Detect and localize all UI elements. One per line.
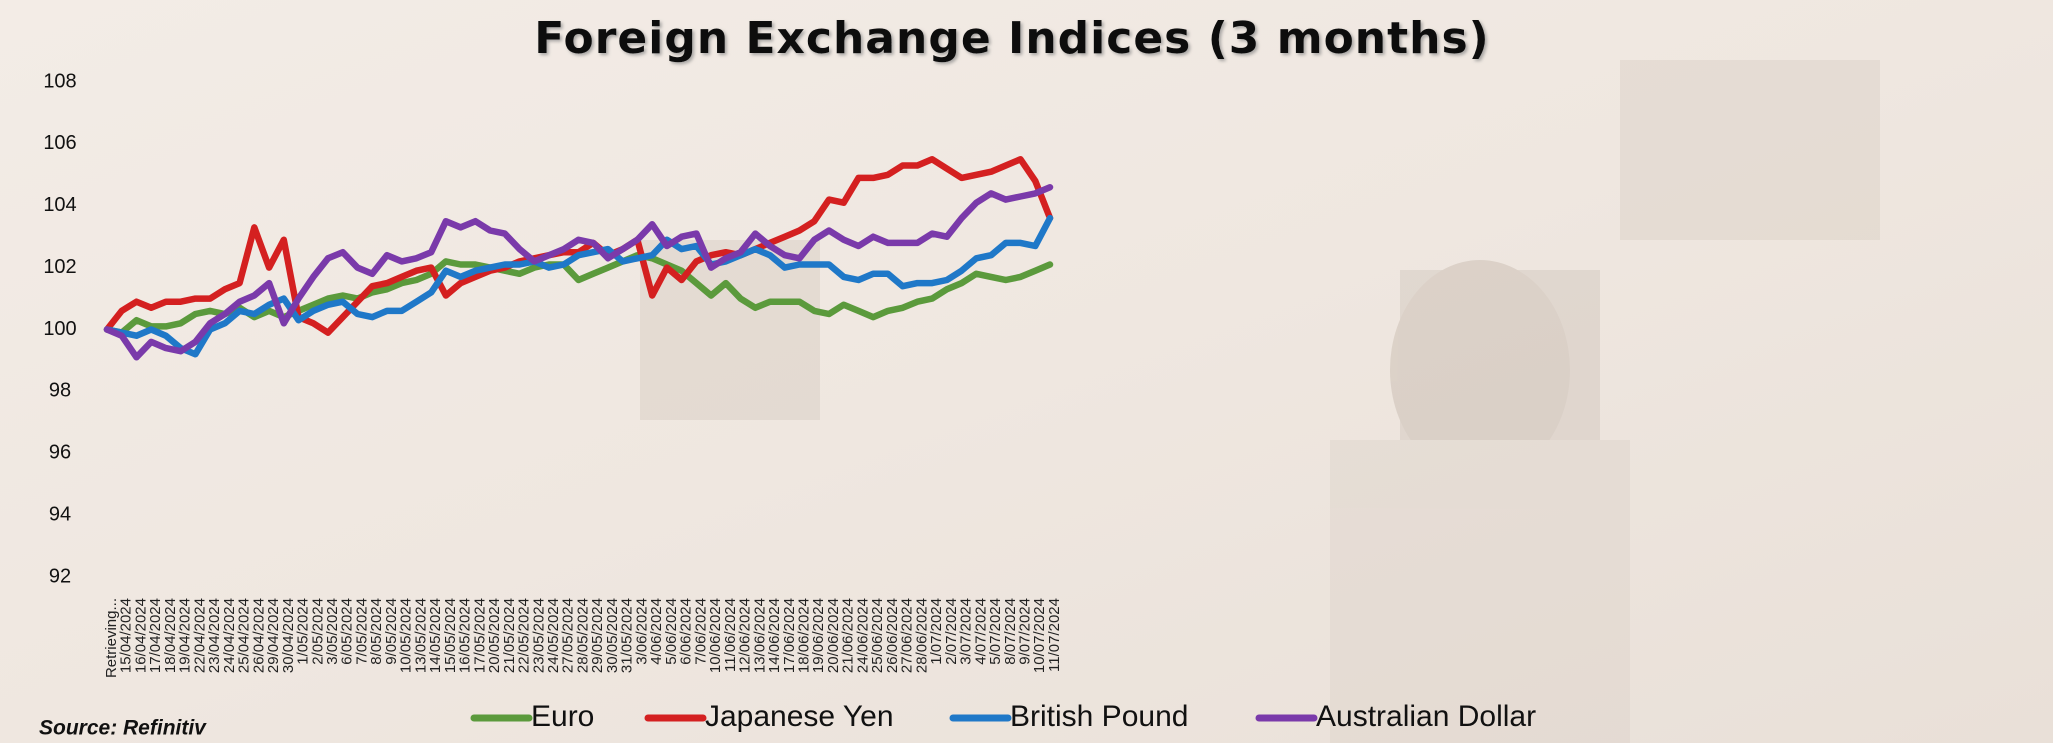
y-tick-label: 104: [43, 194, 76, 216]
y-tick-label: 106: [43, 132, 76, 154]
legend-label: Japanese Yen: [705, 700, 894, 733]
y-tick-label: 94: [49, 503, 71, 525]
y-tick-label: 102: [43, 256, 76, 278]
x-tick-label: 11/07/2024: [1046, 598, 1063, 672]
y-tick-label: 96: [49, 442, 71, 464]
chart: Foreign Exchange Indices (3 months) Sour…: [0, 0, 2053, 743]
legend-label: Euro: [531, 700, 594, 733]
y-tick-label: 108: [43, 70, 76, 92]
y-tick-label: 98: [49, 380, 71, 402]
y-tick-label: 92: [49, 565, 71, 587]
y-tick-label: 100: [43, 318, 76, 340]
chart-title: Foreign Exchange Indices (3 months): [534, 13, 1490, 64]
source: Source: Refinitiv: [39, 717, 207, 740]
legend-label: British Pound: [1010, 700, 1188, 733]
legend-label: Australian Dollar: [1316, 700, 1536, 733]
